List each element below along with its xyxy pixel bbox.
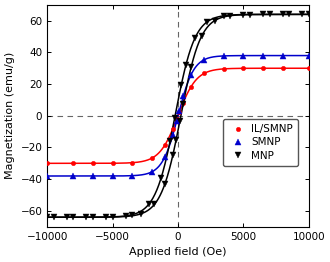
IL/SMNP <box>181 101 185 104</box>
IL/SMNP <box>163 143 167 146</box>
SMNP <box>202 58 206 61</box>
SMNP <box>177 109 181 112</box>
MNP <box>171 154 175 157</box>
MNP <box>65 216 69 219</box>
SMNP <box>91 174 95 178</box>
MNP <box>45 216 49 219</box>
SMNP <box>242 54 246 57</box>
IL/SMNP <box>261 67 265 70</box>
IL/SMNP <box>171 127 175 130</box>
Legend: IL/SMNP, SMNP, MNP: IL/SMNP, SMNP, MNP <box>223 119 298 166</box>
SMNP <box>181 95 185 98</box>
IL/SMNP <box>150 157 154 160</box>
IL/SMNP <box>177 111 181 114</box>
SMNP <box>281 54 285 57</box>
MNP <box>152 203 156 206</box>
MNP <box>181 102 185 105</box>
IL/SMNP <box>281 67 285 70</box>
MNP <box>139 212 143 215</box>
SMNP <box>261 54 265 57</box>
IL/SMNP <box>91 162 95 165</box>
SMNP <box>189 73 193 76</box>
Line: IL/SMNP: IL/SMNP <box>45 66 311 166</box>
SMNP <box>111 174 115 178</box>
IL/SMNP <box>175 118 179 121</box>
IL/SMNP <box>242 67 246 70</box>
MNP <box>174 139 178 142</box>
MNP <box>189 66 193 69</box>
Line: SMNP: SMNP <box>45 53 312 179</box>
IL/SMNP <box>307 67 311 70</box>
MNP <box>178 119 182 122</box>
SMNP <box>71 174 75 178</box>
MNP <box>287 13 291 16</box>
MNP <box>124 215 128 218</box>
IL/SMNP <box>111 162 115 165</box>
SMNP <box>130 174 134 177</box>
SMNP <box>222 54 226 57</box>
MNP <box>104 216 108 219</box>
SMNP <box>307 54 311 57</box>
SMNP <box>163 155 167 159</box>
MNP <box>307 13 311 16</box>
Y-axis label: Magnetization (emu/g): Magnetization (emu/g) <box>5 52 15 179</box>
X-axis label: Applied field (Oe): Applied field (Oe) <box>129 247 227 257</box>
MNP <box>213 19 216 22</box>
MNP <box>248 13 252 16</box>
SMNP <box>171 134 175 137</box>
MNP <box>84 216 88 219</box>
IL/SMNP <box>189 85 193 88</box>
SMNP <box>175 119 179 122</box>
IL/SMNP <box>222 67 226 70</box>
MNP <box>228 14 232 17</box>
IL/SMNP <box>130 161 134 164</box>
MNP <box>268 13 272 16</box>
IL/SMNP <box>71 162 75 165</box>
SMNP <box>150 170 154 173</box>
IL/SMNP <box>45 162 49 165</box>
Line: MNP: MNP <box>45 12 312 220</box>
MNP <box>200 35 204 38</box>
MNP <box>163 182 167 185</box>
SMNP <box>45 174 49 178</box>
IL/SMNP <box>202 72 206 75</box>
